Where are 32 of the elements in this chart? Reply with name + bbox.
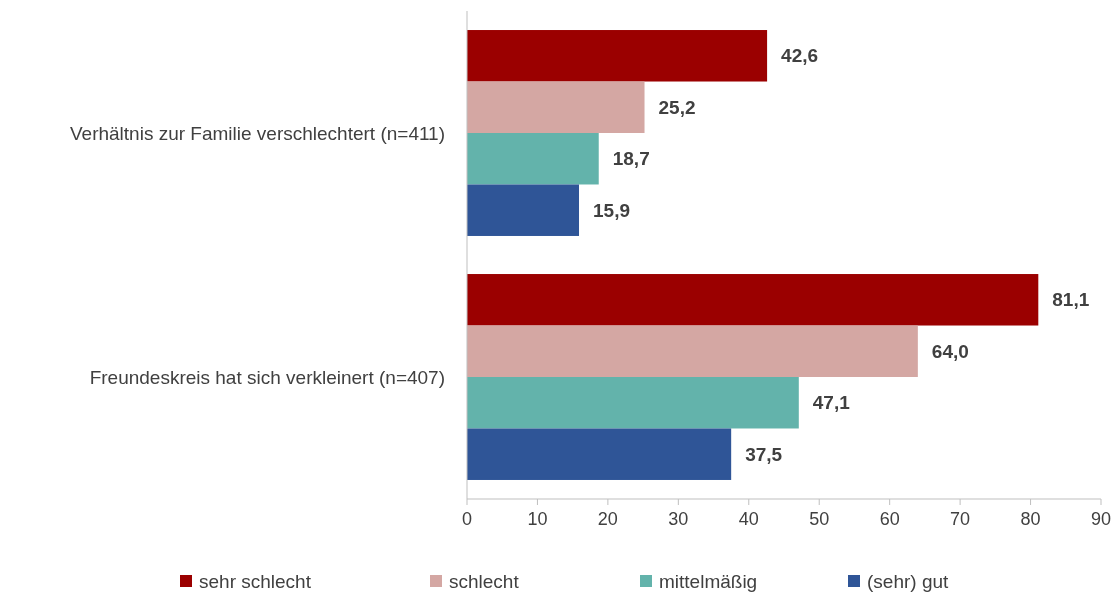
data-label: 81,1 [1052,289,1090,311]
x-tick-label: 50 [809,509,830,529]
data-label: 18,7 [612,148,650,170]
bar [467,81,645,133]
legend-label: (sehr) gut [867,570,950,592]
x-tick-label: 90 [1090,509,1112,529]
bar [467,428,732,480]
data-label: 37,5 [745,443,783,465]
bar [467,274,1039,326]
x-tick-label: 40 [738,509,759,529]
data-label: 15,9 [593,199,630,221]
y-tick-label: Verhältnis zur Familie verschlechtert (n=411) [69,122,445,144]
bar [467,184,580,236]
bar [467,133,599,185]
legend-label: schlecht [449,570,520,592]
legend-label: sehr schlecht [199,570,312,592]
y-tick-label: Freundeskreis hat sich verkleinert (n=407) [89,366,445,388]
data-label: 47,1 [812,392,851,414]
x-tick-label: 80 [1020,509,1041,529]
legend-label: mittelmäßig [659,570,758,592]
x-tick-label: 10 [527,509,548,529]
x-tick-label: 70 [950,509,971,529]
bar [467,325,918,377]
data-label: 25,2 [658,96,696,118]
x-tick-label: 30 [668,509,689,529]
x-tick-label: 60 [879,509,900,529]
bar [467,377,799,429]
data-label: 64,0 [931,340,969,362]
x-tick-label: 0 [461,509,473,529]
data-label: 42,6 [781,45,819,67]
x-tick-label: 20 [597,509,618,529]
bar [467,30,768,82]
